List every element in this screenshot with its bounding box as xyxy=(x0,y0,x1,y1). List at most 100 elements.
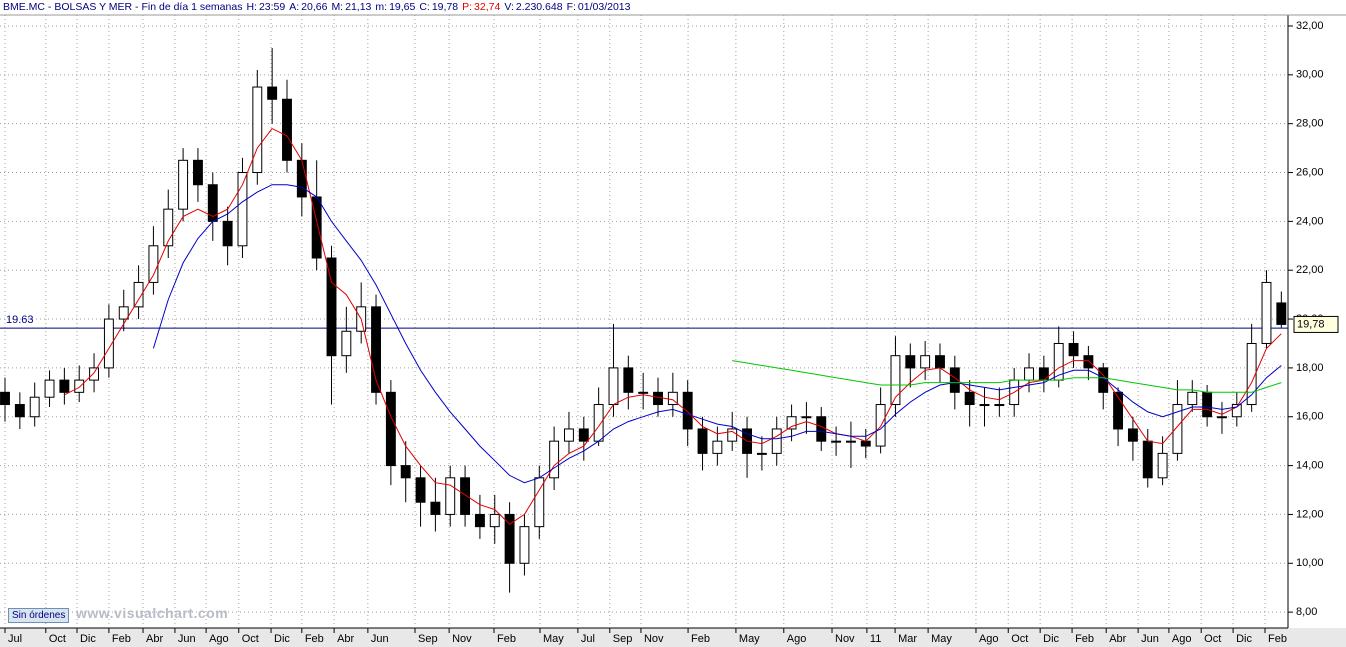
candle-body xyxy=(549,440,560,479)
candle-body xyxy=(192,159,203,186)
candle-body xyxy=(400,465,411,479)
candle-body xyxy=(489,513,500,528)
candle-body xyxy=(445,477,456,515)
candle-body xyxy=(237,172,248,247)
x-tick-label: Jul xyxy=(581,633,595,645)
y-tick-label: 8,00 xyxy=(1296,606,1317,618)
candle-body xyxy=(178,159,189,210)
y-tick-label: 14,00 xyxy=(1296,459,1324,471)
candle-body xyxy=(608,367,619,406)
header-field-value: 23:59 xyxy=(258,1,286,13)
candle-body xyxy=(1157,452,1168,479)
candle-body xyxy=(875,404,886,447)
candle-body xyxy=(1113,391,1124,430)
candle-body xyxy=(267,86,278,100)
x-tick-label: May xyxy=(739,633,760,645)
x-tick-label: Nov xyxy=(452,633,472,645)
candle-body xyxy=(860,440,871,447)
x-tick-label: May xyxy=(931,633,952,645)
candle-body xyxy=(415,477,426,503)
y-tick-label: 18,00 xyxy=(1296,362,1324,374)
x-tick-label: May xyxy=(543,633,564,645)
y-tick-label: 26,00 xyxy=(1296,166,1324,178)
header-field-label: V: xyxy=(504,1,514,13)
candle-body xyxy=(801,416,812,419)
last-price-box xyxy=(1293,315,1339,333)
candle-body xyxy=(712,440,723,454)
candle-body xyxy=(667,391,678,406)
x-tick-label: Oct xyxy=(1204,633,1221,645)
header-field-label: A: xyxy=(289,1,300,13)
candle-body xyxy=(682,391,693,430)
x-tick-label: Oct xyxy=(1011,633,1028,645)
x-tick-label: Abr xyxy=(337,633,354,645)
x-tick-label: Sep xyxy=(613,633,633,645)
x-tick-label: Sep xyxy=(418,633,438,645)
candle-body xyxy=(1127,428,1138,442)
candle-body xyxy=(964,391,975,406)
candle-body xyxy=(920,355,931,369)
candle-body xyxy=(564,428,574,442)
x-axis-strip xyxy=(0,628,1346,647)
y-tick-label: 12,00 xyxy=(1296,508,1324,520)
candle-body xyxy=(1261,281,1272,344)
y-tick-label: 16,00 xyxy=(1296,411,1324,423)
header-field-value: 01/03/2013 xyxy=(577,1,631,13)
candle-body xyxy=(1276,302,1287,325)
candle-body xyxy=(831,440,842,443)
x-tick-label: Oct xyxy=(49,633,66,645)
candle-body xyxy=(252,86,263,174)
x-tick-label: Feb xyxy=(497,633,516,645)
y-tick-label: 32,00 xyxy=(1296,20,1324,32)
candle-body xyxy=(326,257,337,357)
candle-body xyxy=(29,396,40,418)
watermark: www.visualchart.com xyxy=(76,605,229,621)
candle-body xyxy=(727,428,738,442)
candle-body xyxy=(1024,367,1034,381)
header-field-label: M: xyxy=(331,1,344,13)
candle-body xyxy=(59,379,70,393)
candle-body xyxy=(118,306,129,320)
x-tick-label: Ago xyxy=(209,633,229,645)
candle-body xyxy=(1098,367,1109,393)
x-tick-label: Abr xyxy=(146,633,163,645)
candle-body xyxy=(949,367,960,393)
candle-body xyxy=(638,391,649,394)
x-tick-label: Jul xyxy=(8,633,22,645)
orders-button[interactable]: Sin órdenes xyxy=(8,608,70,623)
x-tick-label: Feb xyxy=(1268,633,1287,645)
header-field-value: 19,78 xyxy=(431,1,459,13)
x-tick-label: Nov xyxy=(835,633,855,645)
candle-body xyxy=(623,367,634,393)
x-tick-label: Feb xyxy=(691,633,710,645)
moving-average xyxy=(152,184,1282,484)
candle-body xyxy=(504,513,515,564)
candle-body xyxy=(697,428,708,454)
candle-body xyxy=(222,220,233,247)
candle-body xyxy=(1231,404,1242,418)
x-tick-label: Oct xyxy=(242,633,259,645)
candle-body xyxy=(474,513,485,528)
y-tick-label: 24,00 xyxy=(1296,215,1324,227)
candle-body xyxy=(371,306,381,393)
x-tick-label: Ago xyxy=(979,633,999,645)
header-field-label: m: xyxy=(375,1,388,13)
candle-body xyxy=(653,391,663,406)
header-field-label: C: xyxy=(419,1,430,13)
header-field-value: 19,65 xyxy=(389,1,416,13)
y-tick-label: 10,00 xyxy=(1296,557,1324,569)
y-tick-label: 28,00 xyxy=(1296,118,1324,130)
x-tick-label: Jun xyxy=(371,633,389,645)
candle-body xyxy=(1068,342,1079,357)
x-tick-label: 11 xyxy=(870,633,881,645)
x-tick-label: Dic xyxy=(80,633,96,645)
y-tick-label: 22,00 xyxy=(1296,264,1324,276)
candle-body xyxy=(1083,355,1094,369)
candle-body xyxy=(103,318,114,369)
candle-body xyxy=(1172,404,1183,454)
x-tick-label: Ago xyxy=(1172,633,1192,645)
candle-body xyxy=(1202,391,1213,418)
candle-body xyxy=(905,355,916,369)
x-tick-label: Jun xyxy=(1141,633,1159,645)
